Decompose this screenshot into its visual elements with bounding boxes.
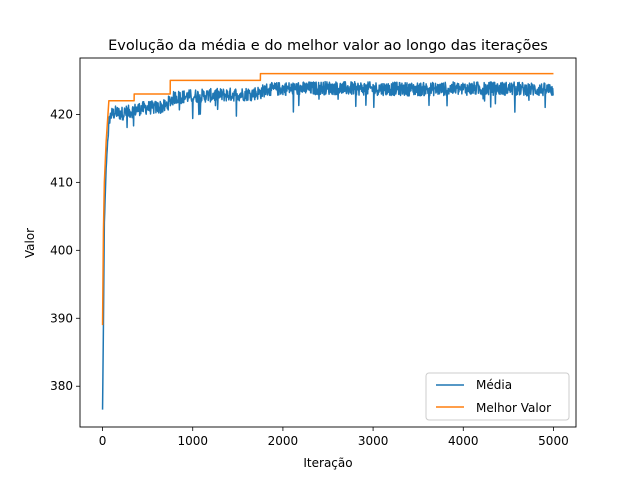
legend-label-media: Média	[476, 378, 512, 392]
y-tick-label: 400	[50, 243, 73, 257]
y-tick-label: 380	[50, 379, 73, 393]
y-tick-label: 420	[50, 107, 73, 121]
series-line-melhor-valor	[101, 72, 554, 326]
legend: Média Melhor Valor	[425, 372, 570, 421]
x-tick-label: 0	[99, 434, 107, 448]
y-tick-label: 410	[50, 175, 73, 189]
x-axis-label: Iteração	[303, 456, 352, 470]
x-tick-label: 2000	[268, 434, 299, 448]
y-tick-label: 390	[50, 311, 73, 325]
plot-frame	[79, 57, 577, 428]
x-axis: 0 1000 2000 3000 4000 5000	[99, 427, 569, 448]
x-tick-label: 1000	[177, 434, 208, 448]
x-tick-label: 3000	[358, 434, 389, 448]
y-axis: 380 390 400 410 420	[50, 107, 80, 393]
x-tick-label: 5000	[538, 434, 569, 448]
series-line-media	[101, 80, 554, 410]
plot-area	[101, 72, 554, 410]
chart-title: Evolução da média e do melhor valor ao l…	[108, 38, 548, 54]
legend-label-melhor-valor: Melhor Valor	[476, 401, 551, 415]
x-tick-label: 4000	[448, 434, 479, 448]
y-axis-label: Valor	[23, 228, 37, 258]
